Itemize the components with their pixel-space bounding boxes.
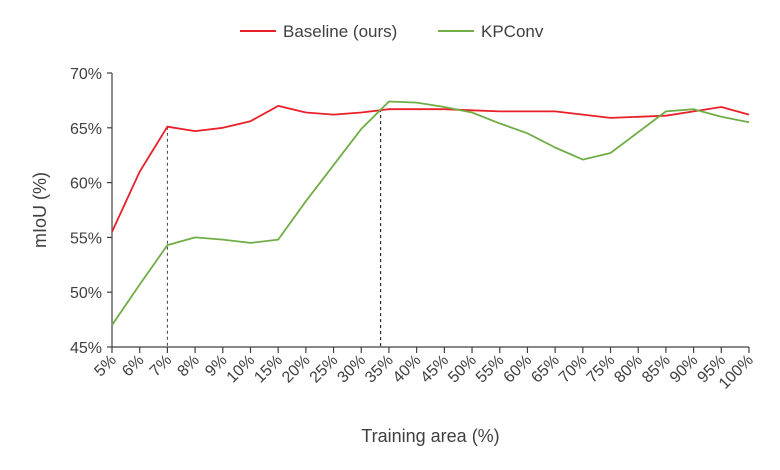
- y-tick-label: 50%: [70, 285, 102, 302]
- x-tick-label: 35%: [362, 352, 397, 387]
- x-tick-label: 15%: [251, 352, 286, 387]
- y-tick-label: 65%: [70, 121, 102, 138]
- x-axis-title: Training area (%): [361, 426, 499, 446]
- y-tick-label: 70%: [70, 66, 102, 83]
- x-tick-label: 8%: [175, 352, 203, 380]
- x-tick-label: 25%: [307, 352, 342, 387]
- series-layer: [111, 100, 750, 326]
- x-tick-label: 20%: [279, 352, 314, 387]
- y-tick-label: 60%: [70, 176, 102, 193]
- y-axis-title: mIoU (%): [30, 172, 50, 248]
- series-line-baseline: [111, 105, 750, 233]
- x-tick-label: 80%: [611, 352, 646, 387]
- x-tick-label: 85%: [639, 352, 674, 387]
- x-tick-label: 75%: [584, 352, 619, 387]
- x-tick-label: 30%: [334, 352, 369, 387]
- x-tick-label: 50%: [445, 352, 480, 387]
- x-tick-label: 45%: [418, 352, 453, 387]
- y-tick-label: 45%: [70, 340, 102, 357]
- x-tick-label: 55%: [473, 352, 508, 387]
- x-tick-label: 65%: [528, 352, 563, 387]
- x-tick-label: 70%: [556, 352, 591, 387]
- legend-label: KPConv: [481, 22, 544, 41]
- x-tick-label: 60%: [501, 352, 536, 387]
- legend-label: Baseline (ours): [283, 22, 397, 41]
- y-tick-label: 55%: [70, 230, 102, 247]
- x-tick-label: 7%: [147, 352, 175, 380]
- x-tick-label: 10%: [224, 352, 259, 387]
- axes: [107, 72, 750, 353]
- x-tick-label: 6%: [119, 352, 147, 380]
- legend: Baseline (ours) KPConv: [240, 22, 544, 41]
- series-line-kpconv: [111, 100, 750, 326]
- x-tick-label: 90%: [667, 352, 702, 387]
- x-tick-label: 40%: [390, 352, 425, 387]
- reference-lines: [166, 109, 382, 347]
- tick-labels: 45%50%55%60%65%70%5% 6% 7% 8% 9%10%15%20%25%…: [70, 66, 757, 393]
